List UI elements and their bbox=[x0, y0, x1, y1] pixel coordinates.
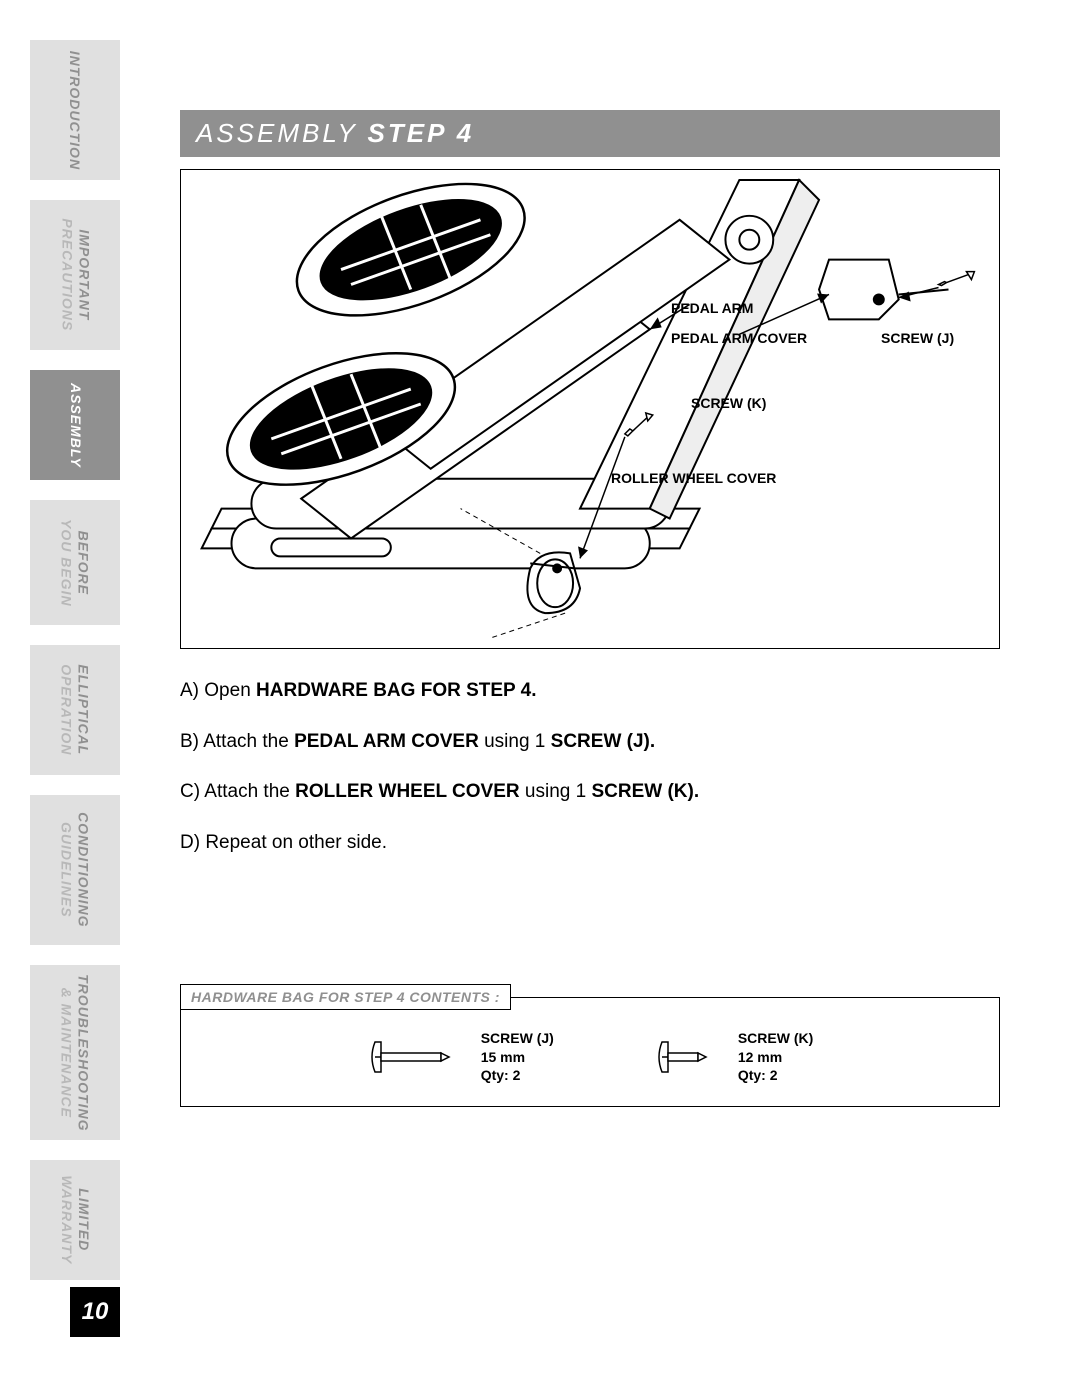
sidebar-tab-4[interactable]: ELLIPTICALOPERATION bbox=[30, 645, 120, 775]
sidebar-tab-6[interactable]: TROUBLESHOOTING& MAINTENANCE bbox=[30, 965, 120, 1140]
instruction-a: A) Open HARDWARE BAG FOR STEP 4. bbox=[180, 677, 1000, 706]
instruction-d: D) Repeat on other side. bbox=[180, 829, 1000, 858]
sidebar-tab-label: CONDITIONINGGUIDELINES bbox=[58, 812, 92, 927]
sidebar-tab-1[interactable]: IMPORTANTPRECAUTIONS bbox=[30, 200, 120, 350]
title-pre: ASSEMBLY bbox=[196, 118, 368, 148]
text-bold: SCREW (J). bbox=[551, 731, 656, 752]
hardware-item-0: SCREW (J)15 mmQty: 2 bbox=[367, 1029, 554, 1086]
sidebar-tab-label: ASSEMBLY bbox=[67, 383, 84, 468]
text-bold: ROLLER WHEEL COVER bbox=[295, 781, 520, 802]
text: C) Attach the bbox=[180, 781, 295, 802]
diagram-svg bbox=[181, 170, 999, 648]
hardware-box: HARDWARE BAG FOR STEP 4 CONTENTS : SCREW… bbox=[180, 997, 1000, 1107]
sidebar-nav: INTRODUCTION IMPORTANTPRECAUTIONS ASSEMBLY… bbox=[30, 40, 120, 1320]
main-content: ASSEMBLY STEP 4 bbox=[180, 110, 1000, 1107]
text: using 1 bbox=[479, 731, 551, 752]
sidebar-tab-0[interactable]: INTRODUCTION bbox=[30, 40, 120, 180]
sidebar-tab-label: INTRODUCTION bbox=[67, 50, 84, 169]
sidebar-tab-label: BEFOREYOU BEGIN bbox=[58, 519, 92, 607]
callout-pedal-arm: PEDAL ARM bbox=[671, 300, 753, 316]
screw-icon bbox=[654, 1032, 724, 1082]
hardware-label: SCREW (K)12 mmQty: 2 bbox=[738, 1029, 813, 1086]
instructions: A) Open HARDWARE BAG FOR STEP 4. B) Atta… bbox=[180, 677, 1000, 857]
sidebar-tab-label: LIMITEDWARRANTY bbox=[58, 1176, 92, 1265]
sidebar-tab-7[interactable]: LIMITEDWARRANTY bbox=[30, 1160, 120, 1280]
section-title: ASSEMBLY STEP 4 bbox=[180, 110, 1000, 157]
title-bold: STEP 4 bbox=[368, 118, 475, 148]
hardware-box-title: HARDWARE BAG FOR STEP 4 CONTENTS : bbox=[180, 984, 511, 1010]
screw-icon bbox=[367, 1032, 467, 1082]
callout-roller-cover: ROLLER WHEEL COVER bbox=[611, 470, 776, 486]
sidebar-tab-label: ELLIPTICALOPERATION bbox=[58, 664, 92, 755]
sidebar-tab-label: TROUBLESHOOTING& MAINTENANCE bbox=[58, 974, 92, 1131]
text-bold: PEDAL ARM COVER bbox=[294, 731, 479, 752]
instruction-b: B) Attach the PEDAL ARM COVER using 1 SC… bbox=[180, 728, 1000, 757]
hardware-item-1: SCREW (K)12 mmQty: 2 bbox=[654, 1029, 813, 1086]
callout-pedal-arm-cover: PEDAL ARM COVER bbox=[671, 330, 807, 346]
text: B) Attach the bbox=[180, 731, 294, 752]
instruction-c: C) Attach the ROLLER WHEEL COVER using 1… bbox=[180, 778, 1000, 807]
text: A) Open bbox=[180, 680, 256, 701]
sidebar-tab-3[interactable]: BEFOREYOU BEGIN bbox=[30, 500, 120, 625]
callout-screw-k: SCREW (K) bbox=[691, 395, 766, 411]
page-number: 10 bbox=[70, 1287, 120, 1337]
text: using 1 bbox=[520, 781, 592, 802]
sidebar-tab-5[interactable]: CONDITIONINGGUIDELINES bbox=[30, 795, 120, 945]
callout-screw-j: SCREW (J) bbox=[881, 330, 954, 346]
sidebar-tab-2[interactable]: ASSEMBLY bbox=[30, 370, 120, 480]
text-bold: HARDWARE BAG FOR STEP 4. bbox=[256, 680, 536, 701]
sidebar-tab-label: IMPORTANTPRECAUTIONS bbox=[58, 219, 92, 332]
assembly-diagram: PEDAL ARM PEDAL ARM COVER SCREW (J) SCRE… bbox=[180, 169, 1000, 649]
hardware-label: SCREW (J)15 mmQty: 2 bbox=[481, 1029, 554, 1086]
hardware-items: SCREW (J)15 mmQty: 2 SCREW (K)12 mmQty: 2 bbox=[181, 998, 999, 1106]
text-bold: SCREW (K). bbox=[591, 781, 699, 802]
